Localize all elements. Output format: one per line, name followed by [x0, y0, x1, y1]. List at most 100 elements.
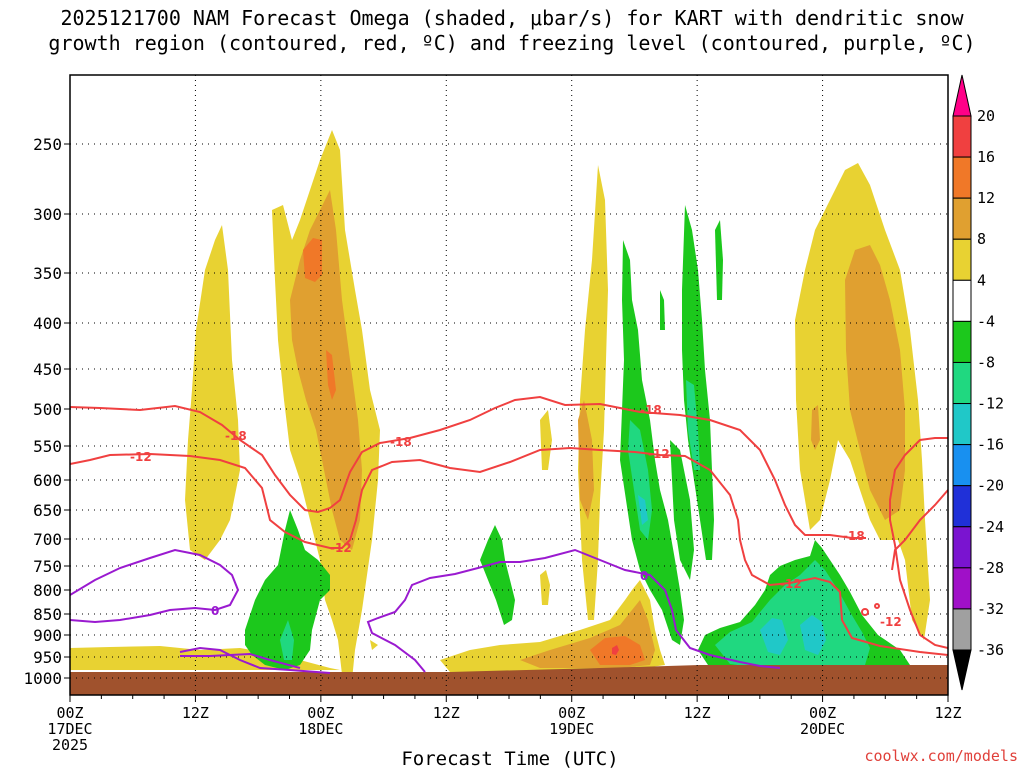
y-tick-label: 800	[33, 581, 62, 600]
omega-negative-area	[760, 618, 788, 655]
colorbar-band	[952, 526, 972, 569]
omega-positive-area	[540, 570, 550, 605]
y-axis: 250 300 350 400 450 500 550 600 650 700 750 800 850 9…	[23, 135, 70, 688]
omega-negative-area	[682, 205, 714, 560]
colorbar-band	[952, 156, 972, 199]
colorbar-label: 12	[977, 189, 995, 207]
omega-positive-area	[811, 405, 820, 450]
omega-negative-area	[686, 380, 700, 470]
colorbar-band	[952, 115, 972, 158]
colorbar: 20 16 12 8 4 -4 -8 -12 -16 -20 -24 -28 -32 -36	[952, 74, 1004, 691]
omega-shading	[70, 130, 930, 695]
purple-contours	[70, 548, 781, 674]
colorbar-band	[952, 403, 972, 446]
y-tick-label: 400	[33, 314, 62, 333]
x-tick-label: 00Z	[809, 704, 836, 722]
red-contour-line	[70, 446, 948, 656]
red-contour-label: -18	[843, 529, 865, 543]
colorbar-band	[952, 444, 972, 487]
colorbar-top-arrow	[952, 74, 972, 117]
omega-positive-area	[578, 400, 594, 520]
omega-negative-area	[715, 560, 870, 668]
y-tick-label: 850	[33, 605, 62, 624]
x-tick-label: 12Z	[684, 704, 711, 722]
omega-positive-area	[290, 190, 362, 550]
x-tick-label: 12Z	[934, 704, 961, 722]
omega-positive-area	[845, 245, 905, 520]
omega-positive-area	[612, 645, 619, 655]
y-tick-label: 300	[33, 205, 62, 224]
y-tick-label: 600	[33, 471, 62, 490]
colorbar-band	[952, 567, 972, 610]
x-tick-label: 18DEC	[298, 720, 343, 738]
omega-positive-area	[578, 165, 608, 620]
red-contour-label: -18	[225, 429, 247, 443]
red-contour-label: -18	[390, 435, 412, 449]
x-tick-label: 00Z	[558, 704, 585, 722]
colorbar-label: -32	[977, 600, 1004, 618]
colorbar-band	[952, 608, 972, 651]
red-contour-label: -12	[130, 450, 152, 464]
colorbar-label: -8	[977, 353, 995, 371]
colorbar-label: -12	[977, 395, 1004, 413]
x-tick-label: 20DEC	[800, 720, 845, 738]
colorbar-band	[952, 279, 972, 322]
colorbar-band	[952, 485, 972, 528]
colorbar-label: 4	[977, 271, 986, 289]
y-tick-label: 450	[33, 360, 62, 379]
y-tick-label: 250	[33, 135, 62, 154]
chart-title-line-1: 2025121700 NAM Forecast Omega (shaded, μ…	[60, 6, 964, 30]
omega-positive-area	[370, 640, 378, 650]
omega-positive-area	[185, 225, 240, 560]
colorbar-label: 8	[977, 230, 986, 248]
colorbar-band	[952, 361, 972, 405]
red-contour-label: -18	[640, 403, 662, 417]
omega-negative-area	[480, 525, 515, 625]
x-tick-label: 12Z	[182, 704, 209, 722]
red-contour-line	[70, 395, 866, 539]
purple-contour-line	[180, 652, 301, 669]
omega-positive-area	[303, 238, 322, 282]
red-contour-label: -12	[330, 541, 352, 555]
colorbar-label: -24	[977, 518, 1004, 536]
purple-contour-label: 0	[640, 569, 648, 583]
red-contour-line	[874, 603, 880, 609]
x-tick-label: 2025	[52, 736, 88, 754]
y-tick-label: 750	[33, 557, 62, 576]
ground-terrain-edge	[70, 665, 948, 675]
chart-title-line-2: growth region (contoured, red, ºC) and f…	[48, 31, 976, 55]
y-tick-label: 950	[33, 648, 62, 667]
y-tick-label: 550	[33, 437, 62, 456]
ground-surface	[70, 672, 948, 695]
contour-labels: -12 -18 -18 -12 -18 -12 -18 -12 -12 0 0	[130, 403, 902, 629]
y-tick-label: 650	[33, 501, 62, 520]
omega-negative-area	[800, 615, 826, 655]
purple-contour-line	[179, 646, 331, 674]
y-tick-label: 350	[33, 264, 62, 283]
y-tick-label: 500	[33, 400, 62, 419]
colorbar-label: -36	[977, 641, 1004, 659]
omega-negative-area	[638, 495, 648, 525]
y-tick-label: 1000	[23, 669, 62, 688]
colorbar-band	[952, 238, 972, 281]
omega-negative-area	[620, 240, 684, 645]
purple-contour-label: 0	[211, 604, 219, 618]
omega-positive-area	[540, 410, 552, 470]
omega-positive-area	[326, 350, 336, 400]
x-tick-label: 00Z	[56, 704, 83, 722]
omega-negative-area	[245, 510, 330, 670]
colorbar-band	[952, 320, 972, 363]
red-contour-label: -12	[780, 577, 802, 591]
y-tick-label: 900	[33, 626, 62, 645]
x-axis-label: Forecast Time (UTC)	[401, 748, 618, 768]
purple-contour-line	[70, 548, 240, 624]
red-contour-line	[891, 489, 948, 571]
purple-contour-line	[366, 548, 781, 673]
y-tick-label: 700	[33, 530, 62, 549]
red-contour-label: -12	[880, 615, 902, 629]
colorbar-label: -16	[977, 436, 1004, 454]
colorbar-label: 20	[977, 107, 995, 125]
red-contour-line	[861, 608, 869, 616]
red-contour-line	[889, 437, 948, 649]
